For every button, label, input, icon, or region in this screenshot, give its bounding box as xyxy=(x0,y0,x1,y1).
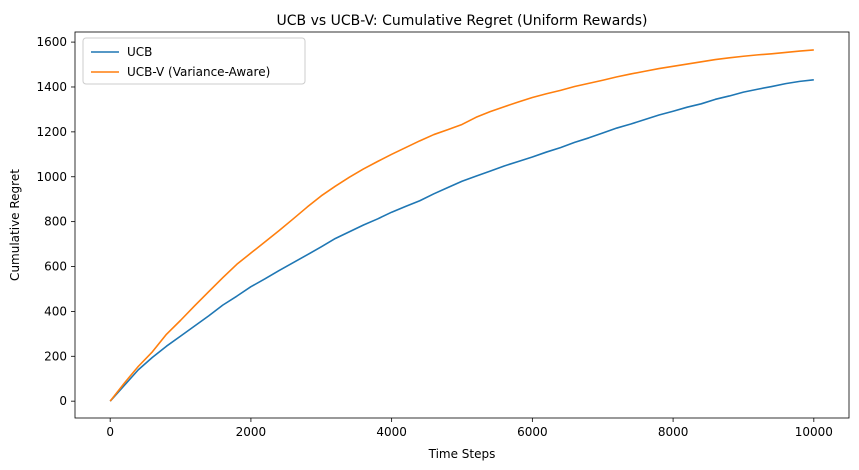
legend-box xyxy=(82,37,306,85)
y-tick-label: 200 xyxy=(44,349,67,363)
x-tick-label: 4000 xyxy=(376,425,407,439)
legend: UCB UCB-V (Variance-Aware) xyxy=(82,37,306,85)
y-axis-label: Cumulative Regret xyxy=(8,169,22,281)
y-tick-label: 1200 xyxy=(36,125,67,139)
y-tick-label: 1600 xyxy=(36,35,67,49)
x-tick-label: 8000 xyxy=(658,425,689,439)
plot-frame xyxy=(74,31,850,419)
x-axis-label: Time Steps xyxy=(428,447,496,461)
legend-label-1: UCB xyxy=(127,45,152,59)
x-tick-label: 6000 xyxy=(517,425,548,439)
x-tick-label: 0 xyxy=(106,425,114,439)
y-tick-label: 800 xyxy=(44,215,67,229)
y-tick-label: 1400 xyxy=(36,80,67,94)
series-line-2 xyxy=(109,49,814,402)
legend-label-2: UCB-V (Variance-Aware) xyxy=(127,65,270,79)
chart-title: UCB vs UCB-V: Cumulative Regret (Uniform… xyxy=(277,13,648,29)
y-tick-label: 600 xyxy=(44,260,67,274)
x-tick-label: 2000 xyxy=(236,425,267,439)
y-tick-label: 400 xyxy=(44,304,67,318)
y-tick-label: 1000 xyxy=(36,170,67,184)
x-tick-label: 10000 xyxy=(795,425,833,439)
plot-area xyxy=(109,49,814,402)
series-line-1 xyxy=(109,79,814,402)
y-tick-label: 0 xyxy=(59,394,67,408)
axes: 0 2000 4000 6000 8000 10000 0 200 400 600 800 1000 1… xyxy=(36,31,850,439)
